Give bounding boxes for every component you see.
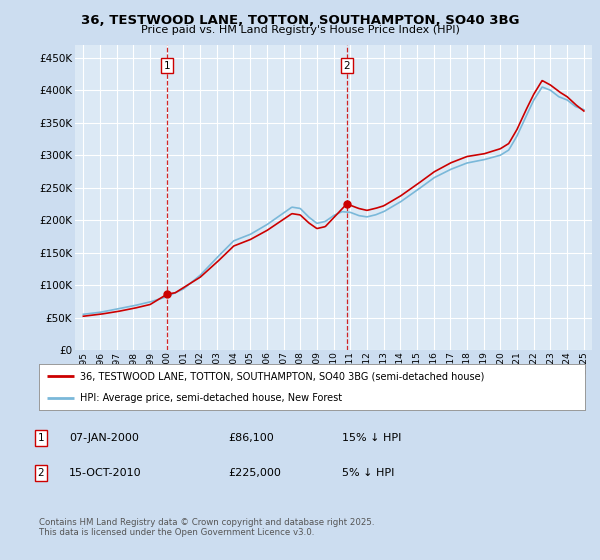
Text: 15% ↓ HPI: 15% ↓ HPI (342, 433, 401, 443)
Text: 1: 1 (164, 60, 170, 71)
Text: £225,000: £225,000 (228, 468, 281, 478)
Text: Price paid vs. HM Land Registry's House Price Index (HPI): Price paid vs. HM Land Registry's House … (140, 25, 460, 35)
Text: 2: 2 (37, 468, 44, 478)
Text: HPI: Average price, semi-detached house, New Forest: HPI: Average price, semi-detached house,… (80, 393, 342, 403)
Text: 5% ↓ HPI: 5% ↓ HPI (342, 468, 394, 478)
Text: 36, TESTWOOD LANE, TOTTON, SOUTHAMPTON, SO40 3BG: 36, TESTWOOD LANE, TOTTON, SOUTHAMPTON, … (81, 14, 519, 27)
Text: 15-OCT-2010: 15-OCT-2010 (69, 468, 142, 478)
Text: 36, TESTWOOD LANE, TOTTON, SOUTHAMPTON, SO40 3BG (semi-detached house): 36, TESTWOOD LANE, TOTTON, SOUTHAMPTON, … (80, 371, 484, 381)
Text: 07-JAN-2000: 07-JAN-2000 (69, 433, 139, 443)
Text: £86,100: £86,100 (228, 433, 274, 443)
Text: 1: 1 (37, 433, 44, 443)
Text: Contains HM Land Registry data © Crown copyright and database right 2025.
This d: Contains HM Land Registry data © Crown c… (39, 518, 374, 538)
Text: 2: 2 (343, 60, 350, 71)
